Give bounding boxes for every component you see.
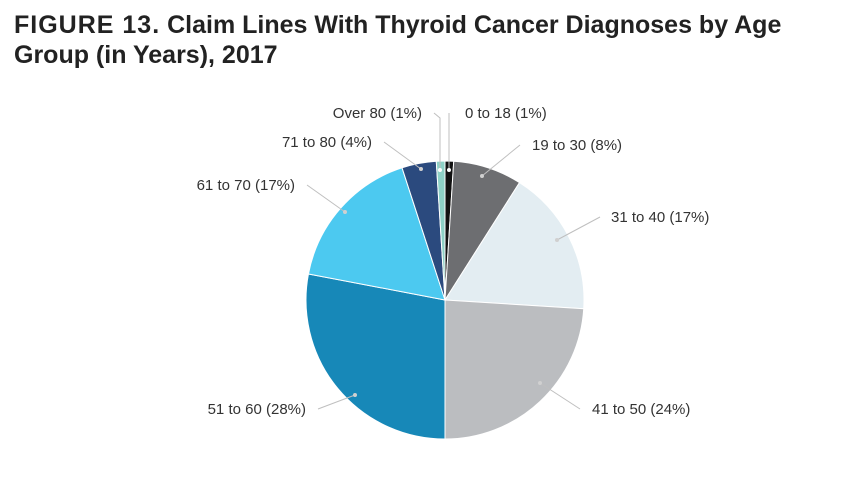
- leader-line: [433, 112, 441, 170]
- figure-label: FIGURE 13.: [14, 11, 161, 39]
- leader-lines: [306, 112, 601, 410]
- slice-label: 51 to 60 (28%): [208, 401, 306, 418]
- leader-line: [317, 394, 356, 410]
- slice-label: 61 to 70 (17%): [197, 177, 295, 194]
- slice-label: 31 to 40 (17%): [611, 209, 709, 226]
- slice-label: 41 to 50 (24%): [592, 401, 690, 418]
- pie-slices: [305, 160, 585, 440]
- pie-slice-over-80: [435, 160, 446, 301]
- slice-label: 71 to 80 (4%): [282, 134, 372, 151]
- leader-dot: [353, 393, 357, 397]
- leader-dot: [480, 174, 484, 178]
- pie-slice-51-to-60: [305, 273, 446, 440]
- leader-line: [383, 141, 422, 170]
- leader-dot: [538, 381, 542, 385]
- slice-label: Over 80 (1%): [333, 105, 422, 122]
- slice-label: 19 to 30 (8%): [532, 137, 622, 154]
- leader-line: [556, 216, 601, 241]
- pie-slice-61-to-70: [307, 167, 446, 301]
- leader-dot: [438, 168, 442, 172]
- leader-dot: [343, 210, 347, 214]
- leader-dot: [419, 167, 423, 171]
- leader-line: [539, 382, 581, 410]
- leader-line: [306, 184, 346, 213]
- pie-slice-41-to-50: [444, 299, 585, 440]
- slice-labels: 0 to 18 (1%) 19 to 30 (8%) 31 to 40 (17%) 4…: [197, 105, 710, 418]
- leader-dot: [447, 168, 451, 172]
- chart-title: FIGURE 13. Claim Lines With Thyroid Canc…: [14, 10, 844, 70]
- figure-title-text: Claim Lines With Thyroid Cancer Diagnose…: [14, 11, 782, 69]
- leader-dot: [555, 238, 559, 242]
- pie-slice-31-to-40: [444, 181, 585, 310]
- slice-label: 0 to 18 (1%): [465, 105, 547, 122]
- leader-line: [481, 144, 521, 177]
